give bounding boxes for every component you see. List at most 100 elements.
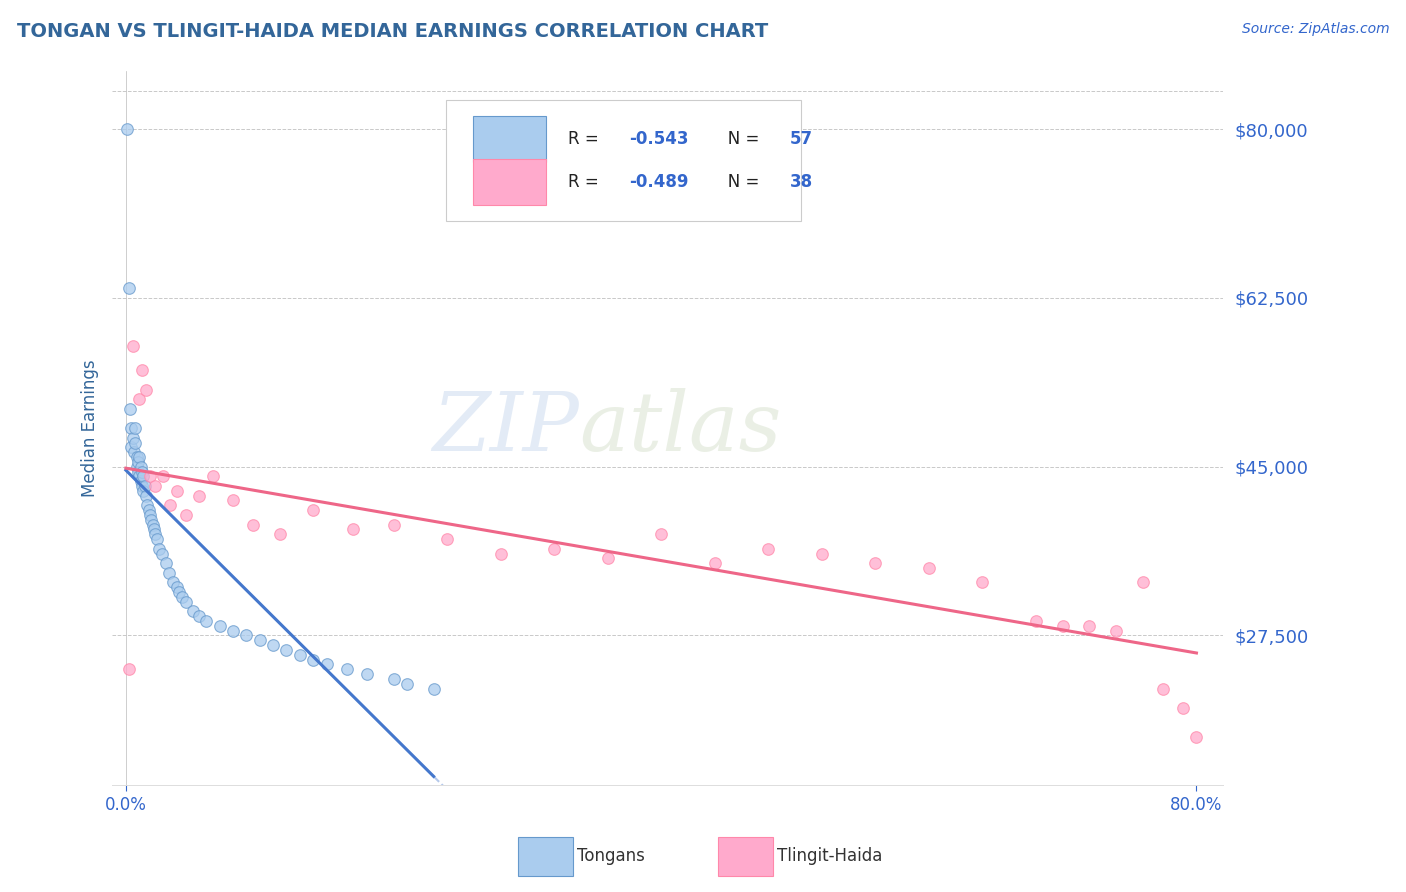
Point bbox=[703, 556, 725, 570]
Text: TONGAN VS TLINGIT-HAIDA MEDIAN EARNINGS CORRELATION CHART: TONGAN VS TLINGIT-HAIDA MEDIAN EARNINGS … bbox=[17, 22, 768, 41]
FancyBboxPatch shape bbox=[474, 159, 546, 205]
Point bbox=[169, 585, 191, 599]
Point bbox=[125, 450, 148, 464]
Text: R =: R = bbox=[568, 130, 605, 148]
Point bbox=[124, 435, 146, 450]
Text: ZIP: ZIP bbox=[432, 388, 579, 468]
Point bbox=[810, 547, 832, 561]
Point bbox=[120, 421, 142, 435]
Point bbox=[1078, 619, 1101, 633]
Point bbox=[195, 614, 218, 628]
Point bbox=[131, 465, 153, 479]
Point bbox=[382, 672, 405, 686]
Point bbox=[276, 643, 298, 657]
FancyBboxPatch shape bbox=[517, 837, 574, 876]
Point bbox=[129, 474, 152, 488]
Point bbox=[865, 556, 887, 570]
Point bbox=[188, 609, 211, 624]
Point bbox=[159, 498, 181, 512]
Point bbox=[135, 489, 157, 503]
Point bbox=[201, 469, 224, 483]
Point bbox=[422, 681, 444, 696]
Point bbox=[150, 547, 173, 561]
Text: Tongans: Tongans bbox=[576, 847, 644, 865]
Point bbox=[143, 523, 166, 537]
Point bbox=[1105, 624, 1128, 638]
Point bbox=[131, 363, 153, 377]
Point bbox=[356, 667, 378, 681]
Point bbox=[1052, 619, 1074, 633]
Point bbox=[436, 532, 458, 546]
Text: N =: N = bbox=[713, 130, 765, 148]
Point bbox=[121, 339, 143, 353]
Point bbox=[121, 431, 143, 445]
Point bbox=[489, 547, 512, 561]
Point bbox=[269, 527, 291, 541]
FancyBboxPatch shape bbox=[718, 837, 773, 876]
Point bbox=[972, 575, 994, 590]
Text: -0.543: -0.543 bbox=[628, 130, 689, 148]
Point bbox=[1132, 575, 1154, 590]
Point bbox=[249, 633, 271, 648]
Point bbox=[288, 648, 311, 662]
Point bbox=[148, 541, 170, 556]
Point bbox=[208, 619, 231, 633]
Point bbox=[155, 556, 177, 570]
Point bbox=[166, 580, 188, 594]
Point bbox=[138, 503, 160, 517]
Point bbox=[242, 517, 264, 532]
Point bbox=[145, 532, 167, 546]
Point bbox=[1185, 730, 1208, 744]
FancyBboxPatch shape bbox=[474, 116, 546, 162]
Point bbox=[131, 479, 153, 493]
Point bbox=[918, 561, 941, 575]
Point bbox=[181, 604, 204, 618]
Point bbox=[157, 566, 180, 580]
Point bbox=[115, 122, 138, 136]
Point bbox=[128, 450, 150, 464]
Point bbox=[174, 508, 197, 522]
Point bbox=[128, 469, 150, 483]
Point bbox=[120, 441, 142, 455]
Point bbox=[127, 465, 149, 479]
Point bbox=[132, 469, 155, 483]
Point bbox=[152, 469, 174, 483]
Point bbox=[128, 392, 150, 407]
Point bbox=[117, 281, 139, 295]
Point bbox=[122, 445, 145, 459]
Point bbox=[118, 401, 141, 416]
Point bbox=[1171, 701, 1194, 715]
Point bbox=[143, 479, 166, 493]
Point bbox=[222, 624, 245, 638]
Point bbox=[188, 489, 211, 503]
Point bbox=[162, 575, 184, 590]
Text: 57: 57 bbox=[790, 130, 813, 148]
Text: Source: ZipAtlas.com: Source: ZipAtlas.com bbox=[1241, 22, 1389, 37]
Text: Tlingit-Haida: Tlingit-Haida bbox=[776, 847, 882, 865]
Point bbox=[1025, 614, 1047, 628]
Point bbox=[1152, 681, 1174, 696]
Point bbox=[342, 523, 364, 537]
Point bbox=[174, 595, 197, 609]
Point bbox=[262, 638, 284, 652]
Point bbox=[127, 455, 149, 469]
Text: N =: N = bbox=[713, 173, 765, 191]
Text: R =: R = bbox=[568, 173, 605, 191]
Point bbox=[129, 459, 152, 474]
Point bbox=[302, 652, 325, 666]
Text: -0.489: -0.489 bbox=[628, 173, 689, 191]
Point bbox=[132, 483, 155, 498]
Point bbox=[135, 383, 157, 397]
Point bbox=[382, 517, 405, 532]
Point bbox=[142, 517, 165, 532]
Point bbox=[222, 493, 245, 508]
Point bbox=[136, 498, 159, 512]
Point bbox=[235, 628, 257, 642]
Point bbox=[543, 541, 565, 556]
Point bbox=[143, 527, 166, 541]
Point bbox=[166, 483, 188, 498]
FancyBboxPatch shape bbox=[446, 100, 801, 221]
Point bbox=[124, 421, 146, 435]
Point bbox=[302, 503, 325, 517]
Y-axis label: Median Earnings: Median Earnings bbox=[80, 359, 98, 497]
